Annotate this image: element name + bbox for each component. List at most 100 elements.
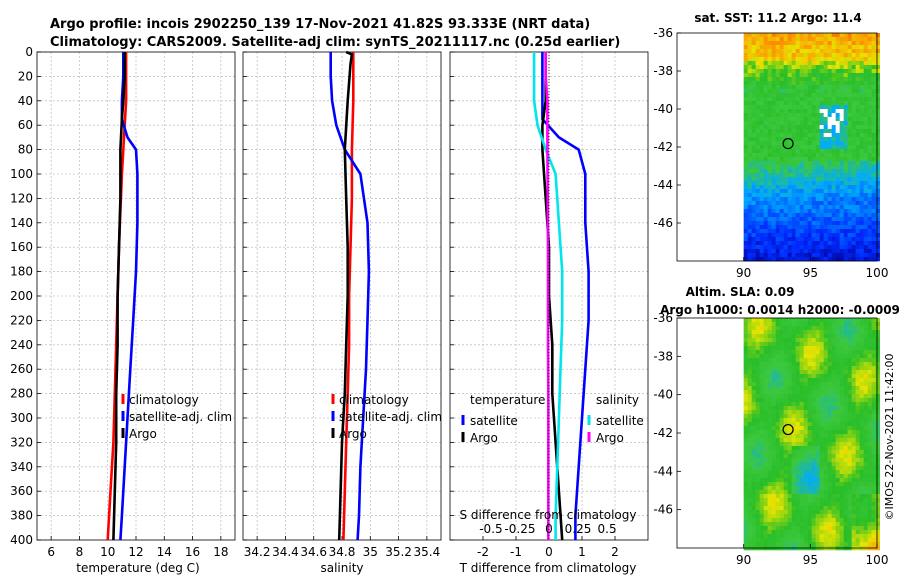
sla-map-cell (811, 378, 816, 383)
sla-map-cell (751, 526, 756, 531)
sst-map-cell (775, 113, 780, 118)
sst-map-cell (779, 201, 784, 206)
sst-map-cell (779, 145, 784, 150)
sla-map-cell (855, 514, 860, 519)
sst-map-cell (767, 201, 772, 206)
sst-map-cell (755, 145, 760, 150)
sla-map-cell (803, 342, 808, 347)
difference-xtick-label: -2 (477, 545, 489, 559)
sst-map-cell (855, 69, 860, 74)
sla-map-cell (875, 358, 880, 363)
sla-map-cell (859, 482, 864, 487)
sst-map-cell (779, 253, 784, 258)
sst-map-cell (783, 197, 788, 202)
sla-map-cell (827, 534, 832, 539)
sst-map-cell (859, 173, 864, 178)
sst-map-cell (843, 253, 848, 258)
sst-map-cell (823, 177, 828, 182)
sst-map-cell (831, 57, 836, 62)
sla-map-cell (823, 526, 828, 531)
sst-map-cell (827, 233, 832, 238)
sla-map-cell (831, 410, 836, 415)
sla-map-cell (819, 510, 824, 515)
sst-map-cell (871, 177, 876, 182)
sla-map-cell (819, 318, 824, 323)
sla-map-cell (851, 342, 856, 347)
sst-map-cell (751, 37, 756, 42)
sst-map-cell (827, 45, 832, 50)
difference-legend-t-label: Argo (470, 431, 498, 445)
sst-map-cell (767, 221, 772, 226)
sla-map-cell (787, 342, 792, 347)
sla-map-cell (779, 370, 784, 375)
sla-map-cell (759, 330, 764, 335)
sst-map-cell (863, 157, 868, 162)
sla-map-cell (843, 382, 848, 387)
sla-map-cell (783, 406, 788, 411)
sla-map-cell (779, 382, 784, 387)
sst-map-cell (819, 53, 824, 58)
sst-map-cell (747, 233, 752, 238)
sla-map-cell (827, 538, 832, 543)
sst-map-cell (747, 161, 752, 166)
sla-map-cell (831, 498, 836, 503)
sla-map-cell (803, 486, 808, 491)
sst-map-cell (779, 45, 784, 50)
sst-map-cell (863, 209, 868, 214)
sla-map-cell (831, 382, 836, 387)
sla-map-cell (815, 514, 820, 519)
sla-map-cell (791, 438, 796, 443)
sst-map-cell (787, 169, 792, 174)
sla-map-cell (807, 330, 812, 335)
sla-map-cell (747, 366, 752, 371)
sla-map-cell (747, 390, 752, 395)
sla-map-cell (763, 414, 768, 419)
sla-map-cell (783, 410, 788, 415)
sst-map-cell (791, 173, 796, 178)
sla-map-cell (815, 506, 820, 511)
sst-map-cell (803, 193, 808, 198)
sla-map-cell (819, 378, 824, 383)
sla-map-cell (871, 370, 876, 375)
sst-map-cell (847, 89, 852, 94)
sst-map-cell (847, 201, 852, 206)
sla-map-cell (771, 338, 776, 343)
sla-map-cell (875, 398, 880, 403)
sst-map-cell (799, 217, 804, 222)
sla-map-cell (859, 458, 864, 463)
sla-map-cell (803, 434, 808, 439)
sst-map-cell (859, 177, 864, 182)
sla-map-cell (831, 434, 836, 439)
sst-map-cell (875, 157, 880, 162)
sst-map-cell (863, 189, 868, 194)
sla-map-cell (823, 334, 828, 339)
sst-map-cell (863, 185, 868, 190)
sst-map-cell (803, 141, 808, 146)
temperature-series-argo (112, 52, 126, 541)
sst-map-cell (799, 129, 804, 134)
sla-map-cell (815, 538, 820, 543)
sst-map-cell (823, 209, 828, 214)
sla-map-cell (799, 402, 804, 407)
sst-map-cell (819, 57, 824, 62)
sst-map-cell (783, 153, 788, 158)
sla-map-cell (799, 410, 804, 415)
sla-map-cell (803, 398, 808, 403)
sst-map-cell (839, 221, 844, 226)
sla-map-cell (871, 410, 876, 415)
sst-map-cell (779, 217, 784, 222)
sla-map-cell (823, 474, 828, 479)
sla-map-cell (851, 334, 856, 339)
sla-map-cell (743, 454, 748, 459)
sla-map-cell (823, 398, 828, 403)
sst-map-cell (767, 245, 772, 250)
sst-map-cell (767, 109, 772, 114)
sla-map-cell (771, 514, 776, 519)
sla-map-cell (827, 410, 832, 415)
sst-map-cell (871, 193, 876, 198)
sst-map-cell (871, 41, 876, 46)
sst-map-cell (755, 97, 760, 102)
sla-map-cell (827, 522, 832, 527)
sst-map-cell (775, 81, 780, 86)
